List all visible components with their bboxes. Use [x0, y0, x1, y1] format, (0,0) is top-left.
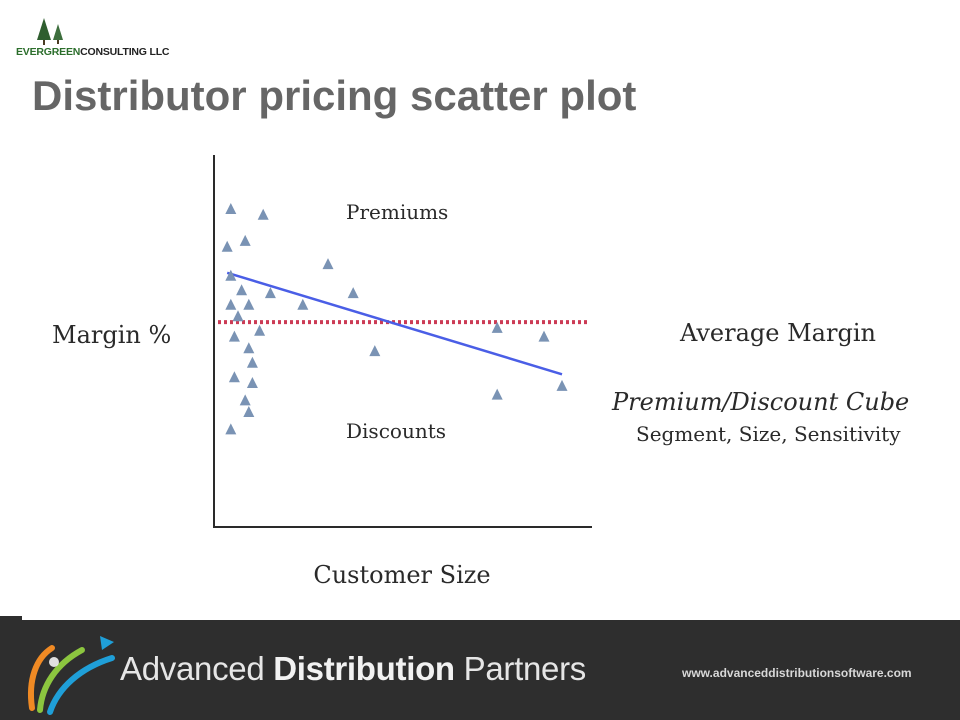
scatter-point-24 [243, 406, 255, 417]
scatter-point-19 [369, 345, 381, 357]
scatter-point-20 [246, 356, 258, 368]
scatter-point-3 [239, 234, 251, 246]
scatter-point-27 [556, 379, 568, 391]
footer-bar: Advanced Distribution Partners www.advan… [0, 620, 960, 720]
scatter-point-10 [297, 298, 309, 310]
logo-wordmark: EVERGREENCONSULTING LLC [16, 46, 170, 58]
x-axis-label: Customer Size [313, 561, 490, 589]
premiums-label: Premiums [346, 200, 448, 224]
cube-subtitle-label: Segment, Size, Sensitivity [636, 422, 901, 446]
edge-mark [0, 616, 22, 620]
scatter-point-17 [254, 324, 266, 336]
discounts-label: Discounts [346, 419, 446, 443]
average-margin-label: Average Margin [679, 319, 876, 347]
scatter-point-9 [347, 287, 359, 299]
scatter-point-6 [225, 269, 237, 281]
y-axis-label: Margin % [52, 321, 171, 349]
adp-swoosh-icon [28, 636, 115, 715]
scatter-point-22 [246, 377, 258, 388]
page-title: Distributor pricing scatter plot [32, 72, 637, 119]
evergreen-logo: EVERGREENCONSULTING LLC [16, 16, 170, 60]
footer-brand-bold: Distribution [273, 650, 455, 687]
footer-brand: Advanced Distribution Partners [120, 650, 586, 688]
scatter-point-8 [264, 287, 276, 299]
scatter-point-2 [257, 208, 269, 220]
scatter-point-11 [225, 298, 237, 310]
scatter-point-13 [232, 310, 244, 322]
scatter-point-4 [221, 240, 233, 252]
scatter-point-7 [236, 284, 248, 296]
scatter-point-21 [228, 371, 240, 383]
scatter-point-12 [243, 298, 255, 310]
footer-brand-regular: Advanced [120, 650, 274, 687]
scatter-point-1 [225, 203, 237, 214]
cube-title-label: Premium/Discount Cube [611, 388, 909, 416]
footer-brand-end: Partners [454, 650, 587, 687]
scatter-point-5 [322, 258, 334, 270]
scatter-point-15 [538, 330, 550, 342]
scatter-chart: Premiums Discounts Margin % Customer Siz… [52, 155, 909, 589]
tree-icon [37, 18, 63, 45]
footer-url: www.advanceddistributionsoftware.com [682, 666, 912, 680]
scatter-point-14 [491, 321, 503, 333]
scatter-point-23 [239, 394, 251, 406]
scatter-point-25 [225, 423, 237, 435]
scatter-point-18 [243, 342, 255, 354]
logo-wordmark-rest: CONSULTING LLC [80, 46, 170, 58]
trend-line [226, 271, 563, 376]
scatter-point-26 [491, 388, 503, 400]
scatter-point-16 [228, 330, 240, 342]
logo-wordmark-green: EVERGREEN [16, 46, 81, 58]
